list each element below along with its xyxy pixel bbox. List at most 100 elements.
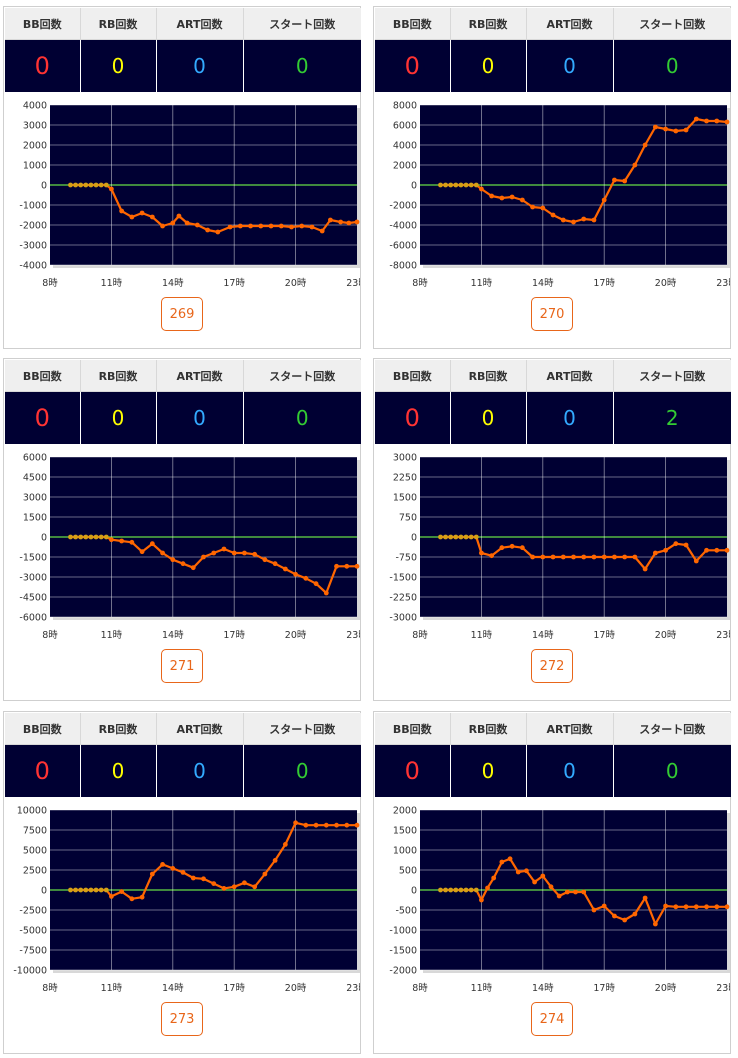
data-point bbox=[262, 871, 268, 877]
stats-table: BB回数 RB回数 ART回数 スタート回数 0 0 0 0 bbox=[5, 360, 361, 444]
start-header: スタート回数 bbox=[613, 360, 731, 393]
x-tick-label: 14時 bbox=[532, 983, 554, 994]
y-tick-label: 0 bbox=[411, 886, 417, 897]
machine-number-button[interactable]: 273 bbox=[161, 1002, 203, 1036]
data-point bbox=[704, 904, 709, 910]
y-tick-label: 1000 bbox=[393, 846, 417, 857]
data-point bbox=[463, 182, 469, 188]
data-point bbox=[231, 884, 237, 890]
data-point bbox=[673, 904, 679, 910]
y-tick-label: -4000 bbox=[19, 261, 47, 272]
y-tick-label: 2000 bbox=[23, 141, 47, 152]
data-point bbox=[109, 894, 114, 899]
y-tick-label: -10000 bbox=[13, 966, 47, 977]
data-point bbox=[519, 197, 525, 203]
data-point bbox=[581, 216, 587, 222]
x-tick-label: 14時 bbox=[162, 278, 184, 289]
data-point bbox=[479, 897, 484, 903]
rb-count: 0 bbox=[80, 391, 157, 444]
machine-number-button[interactable]: 272 bbox=[531, 649, 573, 683]
y-tick-label: 1500 bbox=[393, 493, 417, 504]
data-point bbox=[693, 116, 699, 122]
rb-header: RB回数 bbox=[450, 8, 527, 41]
data-point bbox=[612, 554, 617, 560]
machine-card: BB回数 RB回数 ART回数 スタート回数 0 0 0 2 272 3000 2… bbox=[373, 358, 731, 701]
data-point bbox=[564, 889, 570, 895]
data-point bbox=[581, 889, 587, 895]
y-tick-label: -3000 bbox=[19, 573, 47, 584]
y-tick-label: -1500 bbox=[389, 946, 417, 957]
data-point bbox=[83, 182, 89, 188]
y-tick-label: -6000 bbox=[389, 241, 417, 252]
data-point bbox=[293, 571, 298, 577]
data-point bbox=[663, 903, 668, 909]
data-point bbox=[642, 895, 648, 901]
data-point bbox=[591, 217, 597, 223]
data-point bbox=[632, 162, 638, 168]
data-point bbox=[160, 223, 165, 229]
data-point bbox=[714, 547, 720, 553]
data-point bbox=[139, 210, 145, 216]
data-point bbox=[293, 820, 298, 826]
data-point bbox=[73, 182, 78, 188]
y-tick-label: 4500 bbox=[23, 473, 47, 484]
art-count: 0 bbox=[156, 391, 244, 444]
data-point bbox=[632, 911, 638, 917]
x-tick-label: 20時 bbox=[285, 630, 307, 641]
machine-number-button[interactable]: 271 bbox=[161, 649, 203, 683]
data-point bbox=[309, 224, 315, 230]
machine-card: BB回数 RB回数 ART回数 スタート回数 0 0 0 0 271 6000 4… bbox=[3, 358, 361, 701]
data-point bbox=[109, 537, 114, 543]
data-point bbox=[313, 822, 319, 828]
data-point bbox=[160, 862, 165, 867]
data-point bbox=[149, 214, 155, 220]
data-point bbox=[560, 217, 566, 223]
data-point bbox=[591, 554, 597, 560]
x-tick-label: 11時 bbox=[471, 983, 493, 994]
y-tick-label: -5000 bbox=[19, 926, 47, 937]
data-point bbox=[170, 866, 176, 871]
machine-number-button[interactable]: 274 bbox=[531, 1002, 573, 1036]
data-point bbox=[282, 566, 288, 572]
data-point bbox=[83, 887, 89, 893]
data-point bbox=[78, 182, 84, 188]
data-point bbox=[248, 223, 253, 229]
y-tick-label: 3000 bbox=[23, 493, 47, 504]
data-point bbox=[438, 534, 443, 540]
data-point bbox=[473, 534, 479, 540]
data-point bbox=[129, 539, 135, 545]
data-point bbox=[68, 534, 73, 540]
data-point bbox=[282, 842, 288, 847]
data-point bbox=[184, 220, 190, 226]
data-point bbox=[109, 186, 114, 192]
data-point bbox=[448, 887, 454, 893]
x-tick-label: 11時 bbox=[101, 278, 123, 289]
data-point bbox=[499, 859, 505, 865]
bb-header: BB回数 bbox=[5, 8, 81, 41]
data-point bbox=[103, 182, 109, 188]
data-point bbox=[323, 590, 329, 596]
data-point bbox=[201, 554, 206, 560]
x-tick-label: 23時 bbox=[716, 983, 730, 994]
rb-header: RB回数 bbox=[450, 360, 527, 393]
data-point bbox=[98, 182, 104, 188]
data-point bbox=[201, 876, 206, 882]
data-point bbox=[601, 554, 607, 560]
data-point bbox=[622, 917, 628, 923]
profit-chart: 8000 6000 4000 2000 0 -2000 -4000 -6000 -8000 8時 1… bbox=[389, 101, 730, 289]
data-point bbox=[550, 554, 556, 560]
machine-number-button[interactable]: 269 bbox=[161, 297, 203, 331]
stats-table: BB回数 RB回数 ART回数 スタート回数 0 0 0 0 bbox=[375, 8, 731, 92]
data-point bbox=[622, 178, 628, 184]
x-tick-label: 17時 bbox=[223, 983, 245, 994]
bb-count: 0 bbox=[375, 391, 451, 444]
data-point bbox=[170, 220, 176, 226]
y-tick-label: -2000 bbox=[389, 201, 417, 212]
rb-count: 0 bbox=[450, 39, 527, 92]
y-tick-label: -2250 bbox=[389, 593, 417, 604]
data-point bbox=[663, 126, 668, 132]
machine-number-button[interactable]: 270 bbox=[531, 297, 573, 331]
data-point bbox=[683, 904, 689, 910]
data-point bbox=[93, 887, 99, 893]
bb-count: 0 bbox=[5, 39, 81, 92]
